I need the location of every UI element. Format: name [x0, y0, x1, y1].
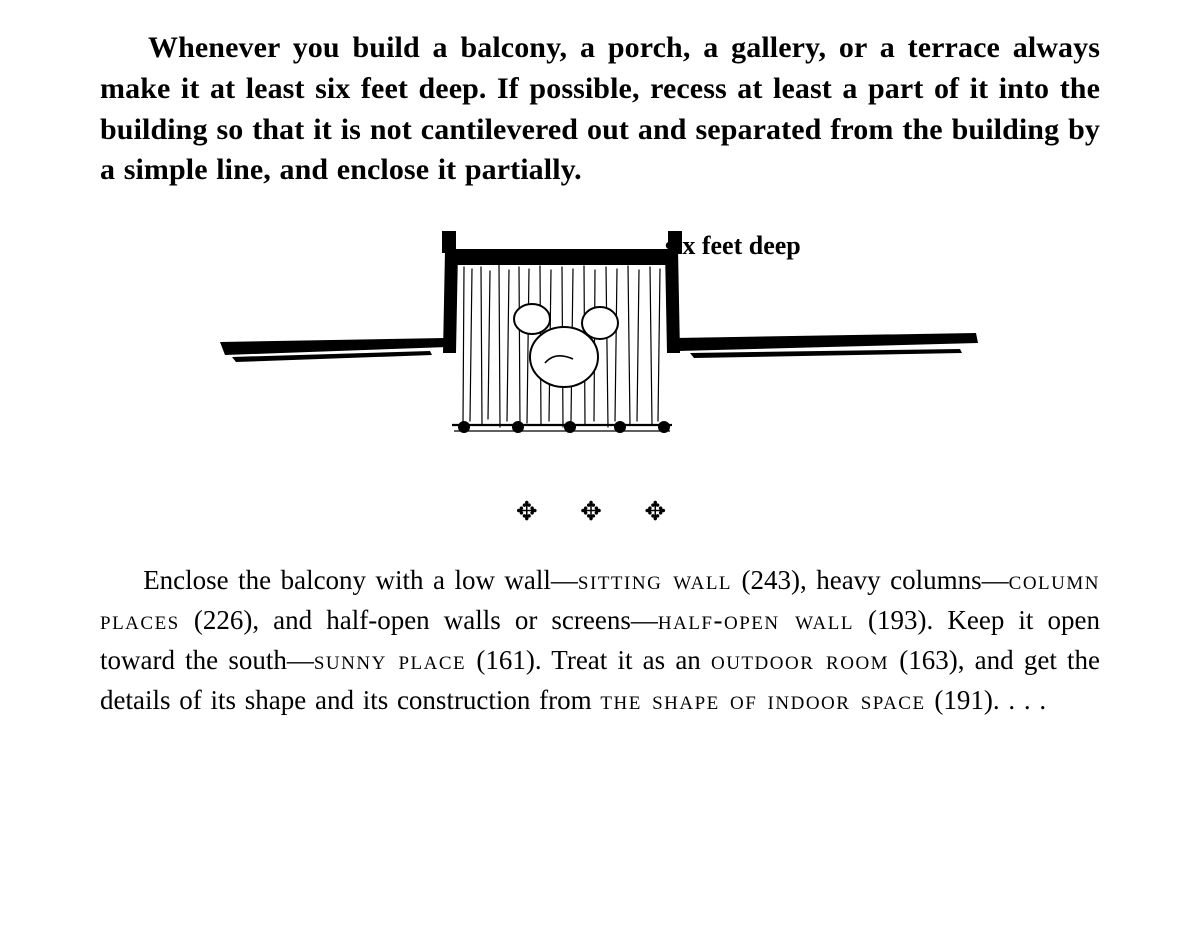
book-page: Whenever you build a balcony, a porch, a…	[100, 0, 1100, 721]
figure: six feet deep	[100, 231, 1100, 461]
pattern-number: 226	[203, 605, 244, 635]
section-divider: ✥ ✥ ✥	[100, 497, 1100, 527]
text-run: (	[926, 685, 944, 715]
balcony-sketch-icon	[220, 225, 980, 461]
pattern-reference: half-open wall	[658, 605, 854, 635]
cross-reference-paragraph: Enclose the balcony with a low wall—sitt…	[100, 561, 1100, 721]
main-paragraph: Whenever you build a balcony, a porch, a…	[100, 28, 1100, 191]
pattern-number: 243	[751, 565, 792, 595]
pattern-number: 161	[485, 645, 526, 675]
pattern-reference: sitting wall	[578, 565, 732, 595]
text-run: (	[180, 605, 203, 635]
text-run: Enclose the balcony with a low wall—	[143, 565, 578, 595]
pattern-number: 191	[943, 685, 984, 715]
pattern-reference: outdoor room	[711, 645, 889, 675]
text-run: (	[854, 605, 877, 635]
text-run: ). Treat it as an	[526, 645, 711, 675]
text-run: (	[466, 645, 485, 675]
text-run: ), and half-open walls or screens—	[243, 605, 658, 635]
pattern-reference: the shape of indoor space	[600, 685, 925, 715]
pattern-number: 163	[908, 645, 949, 675]
text-run: ), heavy columns—	[791, 565, 1009, 595]
text-run: (	[732, 565, 750, 595]
pattern-reference: sunny place	[314, 645, 466, 675]
text-run: ). . . .	[984, 685, 1046, 715]
pattern-number: 193	[877, 605, 918, 635]
text-run: (	[889, 645, 908, 675]
